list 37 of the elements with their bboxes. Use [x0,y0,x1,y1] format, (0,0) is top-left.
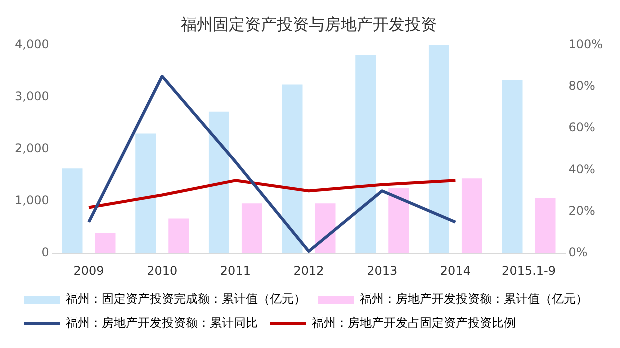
legend-label: 福州：房地产开发投资额：累计同比 [66,316,258,330]
legend-label: 福州：房地产开发投资额：累计值（亿元） [360,292,588,306]
y2-tick-label: 0% [568,246,588,260]
bar [62,168,83,254]
bar [502,80,523,254]
legend-label: 福州：固定资产投资完成额：累计值（亿元） [66,292,306,306]
x-tick-label: 2010 [147,264,178,278]
y2-tick-label: 100% [568,37,604,52]
chart-title: 福州固定资产投资与房地产开发投资 [181,14,437,34]
x-tick-label: 2011 [220,264,251,278]
bar [208,112,230,254]
bar [535,198,556,254]
bar [462,178,482,254]
legend-label: 福州：房地产开发占固定资产投资比例 [312,316,516,330]
x-tick-label: 2009 [74,264,104,278]
y-tick-label: 4,000 [14,37,50,52]
bar [428,45,450,254]
x-tick-label: 2014 [440,264,471,278]
y2-tick-label: 80% [568,79,596,94]
x-tick-label: 2012 [294,264,324,278]
bar [136,134,156,254]
y-tick-label: 1,000 [14,194,50,208]
y-tick-label: 3,000 [14,89,50,104]
y2-tick-label: 20% [568,204,596,218]
y-tick-label: 2,000 [14,142,50,156]
x-tick-label: 2015.1-9 [502,264,556,278]
bar [168,218,190,254]
bar [356,55,376,254]
y2-tick-label: 40% [568,162,596,176]
bar [388,188,410,254]
y-tick-label: 0 [42,246,50,260]
y2-tick-label: 60% [568,120,596,135]
bar [95,233,116,254]
x-tick-label: 2013 [367,264,398,278]
bar [242,204,262,254]
bar [315,204,336,254]
bar [282,84,303,254]
